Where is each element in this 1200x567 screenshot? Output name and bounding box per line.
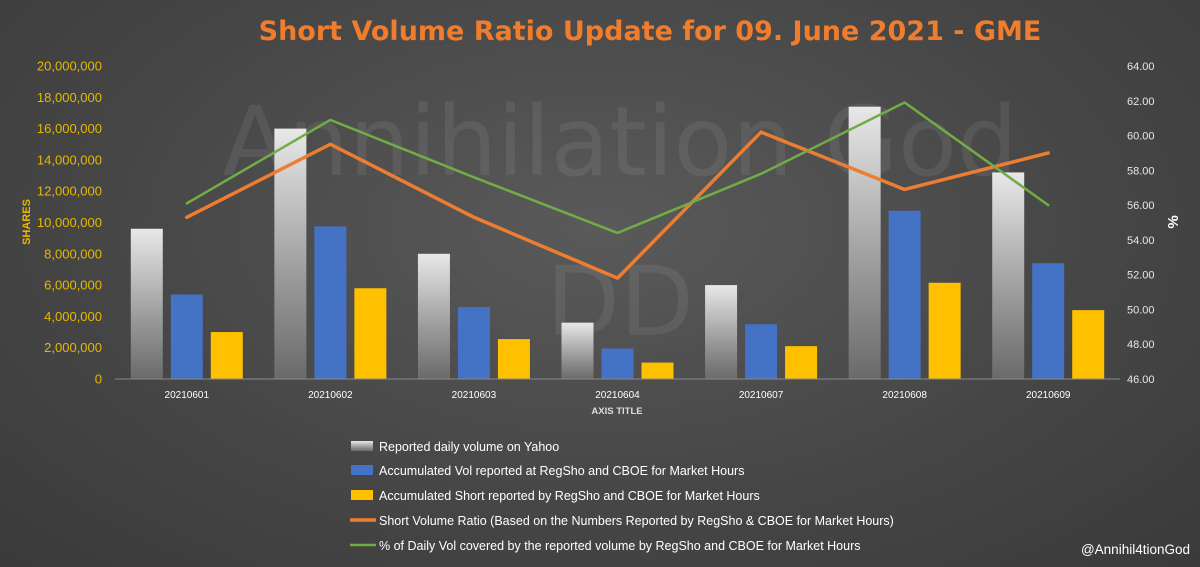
bar-accumulated-short (1072, 310, 1105, 379)
legend-item-accum-vol: Accumulated Vol reported at RegSho and C… (351, 464, 744, 478)
bar-accumulated-volume (314, 226, 347, 379)
legend-item-accum-short: Accumulated Short reported by RegSho and… (351, 489, 760, 503)
legend-label-accum-short: Accumulated Short reported by RegSho and… (379, 489, 760, 503)
bar-yahoo-volume (561, 322, 594, 379)
y2-tick-label: 58.00 (1127, 165, 1155, 177)
y-tick-label: 14,000,000 (37, 152, 102, 167)
bar-accumulated-volume (457, 307, 490, 379)
bar-yahoo-volume (130, 228, 163, 379)
y2-tick-label: 56.00 (1127, 200, 1155, 212)
x-tick-label: 20210602 (308, 390, 353, 401)
bar-yahoo-volume (705, 285, 738, 379)
bar-accumulated-volume (1032, 263, 1065, 379)
bar-yahoo-volume (417, 253, 450, 379)
bar-accumulated-short (641, 362, 674, 379)
bars (130, 106, 1105, 379)
y-tick-label: 4,000,000 (44, 309, 102, 324)
y2-axis-ticks: 46.00 48.00 50.00 52.00 54.00 56.00 58.00 60.00… (1127, 61, 1155, 386)
legend-item-svr: Short Volume Ratio (Based on the Numbers… (350, 514, 894, 528)
bar-accumulated-volume (745, 324, 778, 379)
y2-tick-label: 46.00 (1127, 374, 1155, 386)
y-axis-ticks: 0 2,000,000 4,000,000 6,000,000 8,000,000 10,… (37, 59, 102, 387)
y-tick-label: 0 (95, 372, 102, 387)
x-axis-title: AXIS TITLE (591, 406, 642, 417)
y-tick-label: 18,000,000 (37, 90, 102, 105)
watermark: Annihilation God DD (222, 86, 1018, 358)
chart-title: Short Volume Ratio Update for 09. June 2… (259, 16, 1042, 47)
legend-swatch-yahoo (351, 441, 373, 451)
legend-label-yahoo: Reported daily volume on Yahoo (379, 440, 559, 454)
x-tick-label: 20210608 (882, 390, 927, 401)
y2-tick-label: 54.00 (1127, 235, 1155, 247)
y2-tick-label: 50.00 (1127, 304, 1155, 316)
bar-accumulated-volume (888, 210, 921, 379)
x-tick-label: 20210609 (1026, 390, 1071, 401)
bar-yahoo-volume (992, 172, 1025, 379)
x-axis-ticks: 20210601 20210602 20210603 20210604 20210607… (165, 390, 1071, 401)
y2-tick-label: 60.00 (1127, 131, 1155, 143)
lines (185, 101, 1050, 280)
bar-accumulated-volume (170, 294, 203, 379)
legend-swatch-accum-short (351, 490, 373, 500)
bar-accumulated-short (210, 332, 243, 379)
y-tick-label: 10,000,000 (37, 215, 102, 230)
legend-label-accum-vol: Accumulated Vol reported at RegSho and C… (379, 464, 744, 478)
watermark-line1: Annihilation God (222, 86, 1018, 198)
y-tick-label: 12,000,000 (37, 184, 102, 199)
legend-label-svr: Short Volume Ratio (Based on the Numbers… (379, 514, 894, 528)
bar-accumulated-short (928, 282, 961, 379)
legend-label-pct: % of Daily Vol covered by the reported v… (379, 539, 860, 553)
x-tick-label: 20210604 (595, 390, 640, 401)
bar-yahoo-volume (848, 106, 881, 379)
y2-axis-title: % (1165, 215, 1182, 228)
y-tick-label: 16,000,000 (37, 121, 102, 136)
x-tick-label: 20210603 (452, 390, 497, 401)
y2-tick-label: 62.00 (1127, 96, 1155, 108)
y-tick-label: 2,000,000 (44, 340, 102, 355)
legend-swatch-accum-vol (351, 465, 373, 475)
y-axis-title: SHARES (21, 199, 33, 245)
line-pct-daily-volume-covered (185, 101, 1050, 235)
legend-item-pct: % of Daily Vol covered by the reported v… (350, 539, 860, 553)
y2-tick-label: 64.00 (1127, 61, 1155, 73)
bar-accumulated-short (497, 339, 530, 379)
y-tick-label: 6,000,000 (44, 278, 102, 293)
bar-accumulated-short (354, 288, 387, 379)
bar-accumulated-volume (601, 348, 634, 379)
x-tick-label: 20210601 (165, 390, 210, 401)
legend-item-yahoo: Reported daily volume on Yahoo (351, 440, 559, 454)
line-short-volume-ratio (185, 130, 1050, 280)
y2-tick-label: 52.00 (1127, 270, 1155, 282)
x-tick-label: 20210607 (739, 390, 784, 401)
y-tick-label: 20,000,000 (37, 59, 102, 74)
credit-handle: @Annihil4tionGod (1081, 542, 1190, 557)
y2-tick-label: 48.00 (1127, 339, 1155, 351)
y-tick-label: 8,000,000 (44, 246, 102, 261)
bar-accumulated-short (785, 346, 818, 379)
legend: Reported daily volume on Yahoo Accumulat… (350, 440, 894, 553)
